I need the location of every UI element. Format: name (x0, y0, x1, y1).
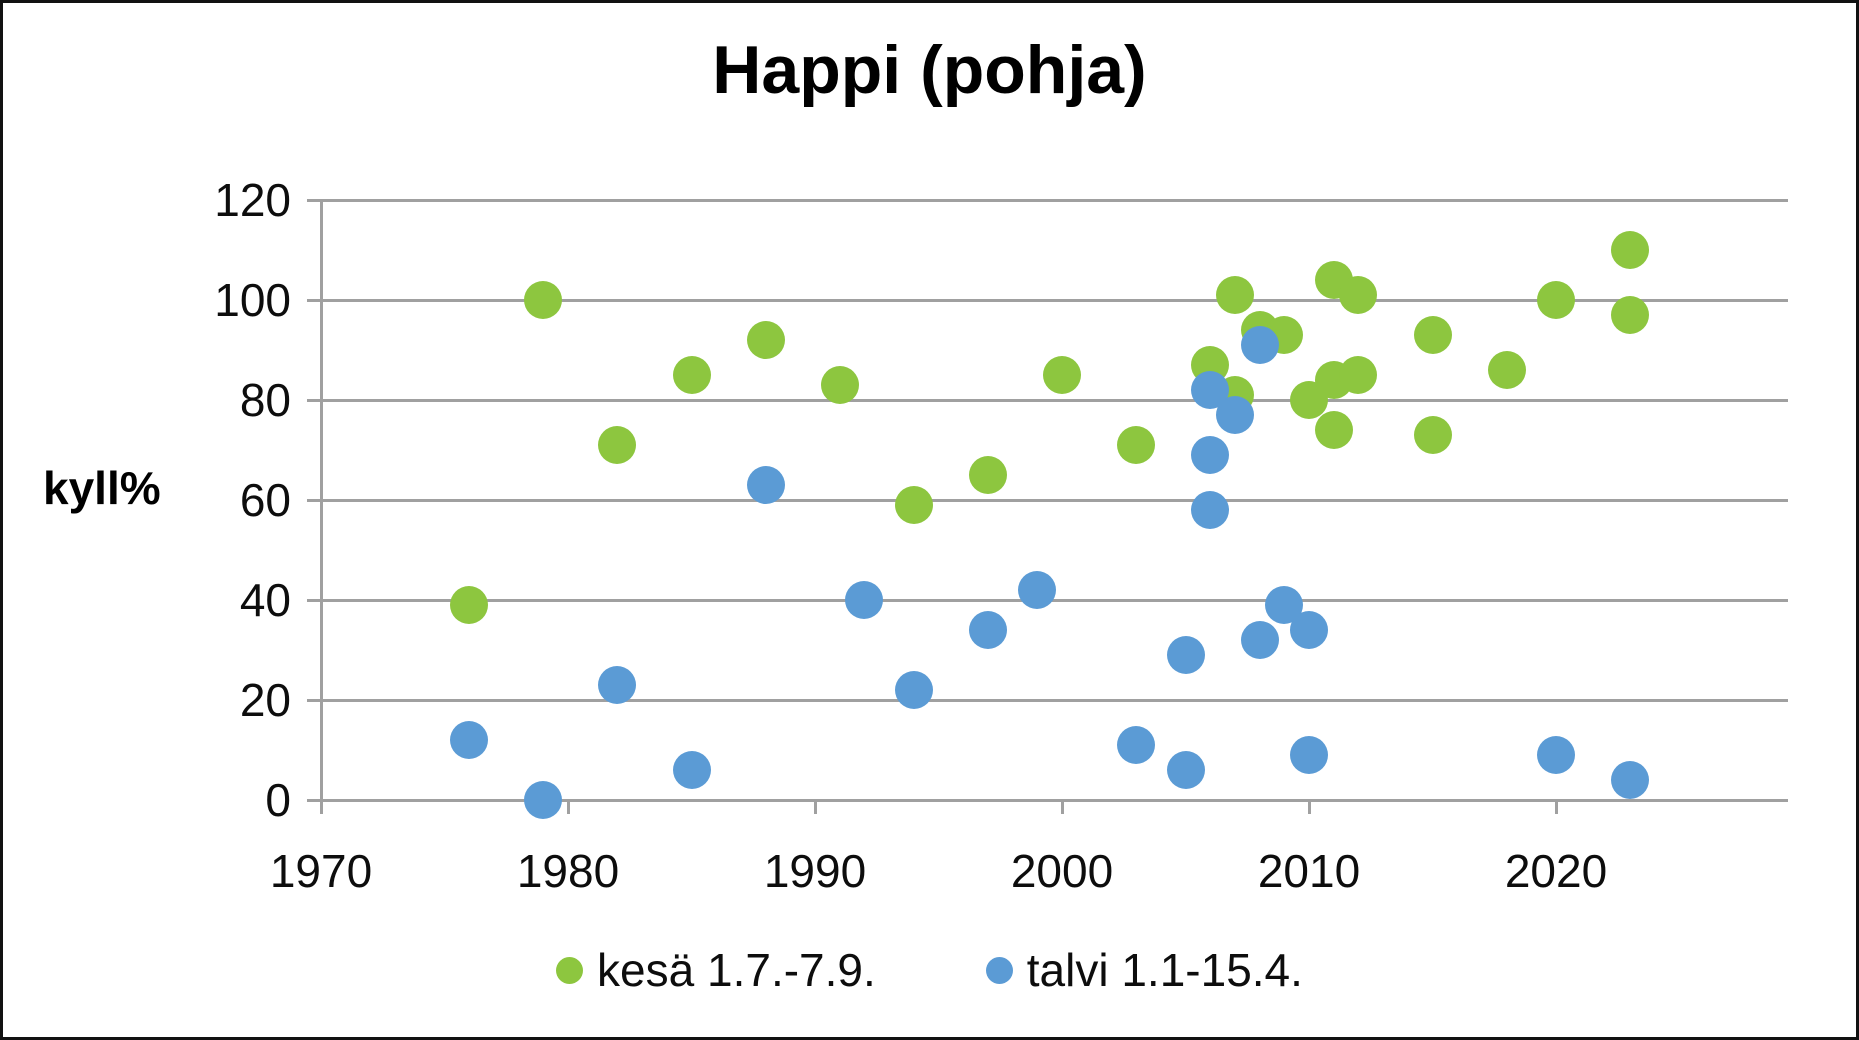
kesa-series-label: kesä 1.7.-7.9. (597, 944, 876, 996)
data-point-kesa (894, 486, 933, 524)
y-axis-tick (307, 398, 321, 402)
talvi-series-label: talvi 1.1-15.4. (1026, 944, 1303, 996)
x-tick-label: 2010 (1257, 845, 1361, 897)
data-point-talvi (1191, 491, 1230, 529)
x-axis-tick (1554, 800, 1558, 814)
y-axis-tick (307, 798, 321, 802)
data-point-talvi (1166, 636, 1205, 674)
y-tick-label: 120 (214, 174, 291, 226)
kesa-series-marker-icon (556, 956, 584, 984)
talvi-series-marker-icon (985, 956, 1013, 984)
data-point-kesa (450, 586, 489, 624)
data-point-talvi (1117, 726, 1156, 764)
data-point-kesa (1117, 426, 1156, 464)
data-point-kesa (746, 321, 785, 359)
data-point-kesa (1611, 296, 1650, 334)
data-point-talvi (1191, 436, 1230, 474)
data-point-talvi (672, 751, 711, 789)
data-point-kesa (1537, 281, 1575, 319)
y-tick-label: 100 (214, 274, 291, 326)
x-axis-tick (566, 800, 570, 814)
data-point-talvi (968, 611, 1007, 649)
data-point-talvi (1166, 751, 1205, 789)
x-tick-label: 2000 (1010, 845, 1114, 897)
data-point-kesa (1215, 276, 1254, 314)
y-axis-tick (307, 198, 321, 202)
data-point-talvi (1290, 736, 1328, 774)
x-tick-label: 1980 (516, 845, 620, 897)
data-point-kesa (1339, 276, 1378, 314)
data-point-talvi (1240, 621, 1279, 659)
data-point-kesa (820, 366, 859, 404)
horizontal-gridline (321, 398, 1788, 402)
horizontal-gridline (321, 698, 1788, 702)
data-point-talvi (1537, 736, 1575, 774)
data-point-talvi (1611, 761, 1650, 799)
y-axis-tick (307, 598, 321, 602)
x-tick-label: 1970 (269, 845, 373, 897)
x-tick-label: 2020 (1504, 845, 1608, 897)
data-point-kesa (1043, 356, 1081, 394)
data-point-kesa (1413, 416, 1452, 454)
data-point-kesa (598, 426, 637, 464)
y-tick-label: 20 (239, 674, 291, 726)
data-point-kesa (968, 456, 1007, 494)
x-axis-tick (1060, 800, 1064, 814)
data-point-talvi (450, 721, 489, 759)
horizontal-gridline (321, 798, 1788, 802)
y-tick-label: 80 (239, 374, 291, 426)
data-point-talvi (1290, 611, 1328, 649)
legend-item-talvi: talvi 1.1-15.4. (985, 944, 1303, 996)
data-point-talvi (524, 781, 563, 819)
y-axis-tick (307, 298, 321, 302)
data-point-kesa (1487, 351, 1526, 389)
x-axis-tick (813, 800, 817, 814)
legend: kesä 1.7.-7.9. talvi 1.1-15.4. (3, 945, 1856, 995)
data-point-talvi (746, 466, 785, 504)
chart-title: Happi (pohja) (712, 32, 1147, 108)
x-axis-tick (1307, 800, 1311, 814)
data-point-talvi (1215, 396, 1254, 434)
data-point-talvi (894, 671, 933, 709)
data-point-talvi (845, 581, 884, 619)
horizontal-gridline (321, 598, 1788, 602)
data-point-kesa (1611, 231, 1650, 269)
horizontal-gridline (321, 198, 1788, 202)
y-tick-label: 0 (265, 774, 291, 826)
data-point-kesa (1314, 411, 1353, 449)
y-axis-tick (307, 698, 321, 702)
data-point-talvi (598, 666, 637, 704)
y-axis-line (319, 200, 323, 814)
x-axis-tick (319, 800, 323, 814)
y-axis-title: kyll% (43, 462, 161, 514)
data-point-talvi (1018, 571, 1057, 609)
horizontal-gridline (321, 298, 1788, 302)
data-point-talvi (1240, 326, 1279, 364)
legend-item-kesa: kesä 1.7.-7.9. (556, 945, 876, 995)
y-axis-tick (307, 498, 321, 502)
data-point-kesa (524, 281, 563, 319)
x-tick-label: 1990 (763, 845, 867, 897)
horizontal-gridline (321, 498, 1788, 502)
y-tick-label: 60 (239, 474, 291, 526)
data-point-kesa (1339, 356, 1378, 394)
data-point-kesa (672, 356, 711, 394)
y-tick-label: 40 (239, 574, 291, 626)
data-point-kesa (1413, 316, 1452, 354)
